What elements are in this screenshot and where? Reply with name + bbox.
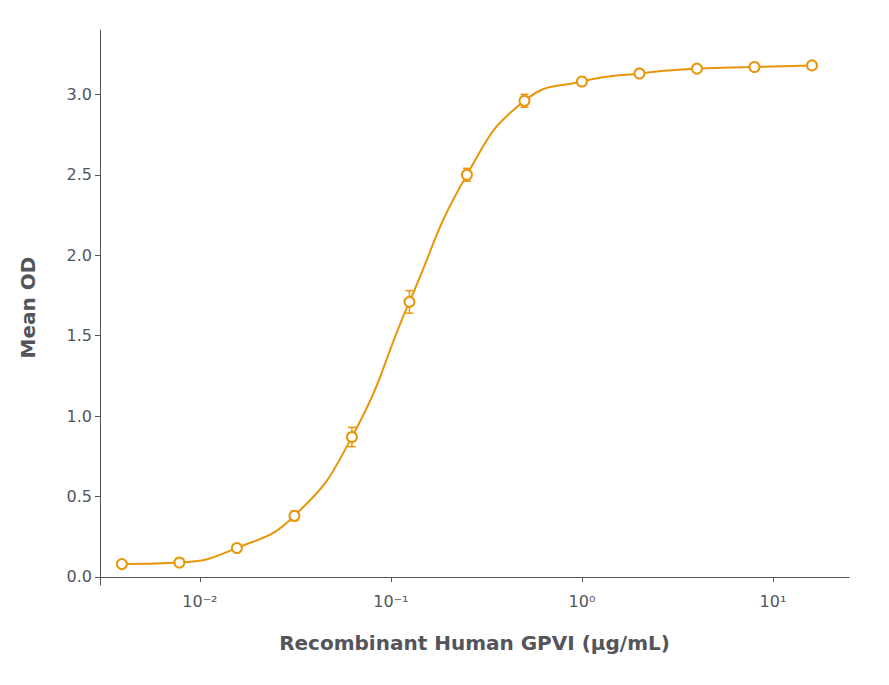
svg-text:Mean OD: Mean OD (16, 257, 40, 359)
svg-text:2.0: 2.0 (67, 246, 92, 265)
svg-text:10¹: 10¹ (760, 592, 787, 611)
svg-text:2.5: 2.5 (67, 165, 92, 184)
svg-text:Recombinant Human GPVI (μg/mL): Recombinant Human GPVI (μg/mL) (279, 631, 670, 655)
svg-text:3.0: 3.0 (67, 85, 92, 104)
svg-text:0.5: 0.5 (67, 487, 92, 506)
svg-text:10⁻²: 10⁻² (182, 592, 217, 611)
svg-text:10⁻¹: 10⁻¹ (373, 592, 408, 611)
svg-text:1.5: 1.5 (67, 326, 92, 345)
svg-text:0.0: 0.0 (67, 567, 92, 586)
svg-text:1.0: 1.0 (67, 407, 92, 426)
svg-text:10⁰: 10⁰ (569, 592, 596, 611)
